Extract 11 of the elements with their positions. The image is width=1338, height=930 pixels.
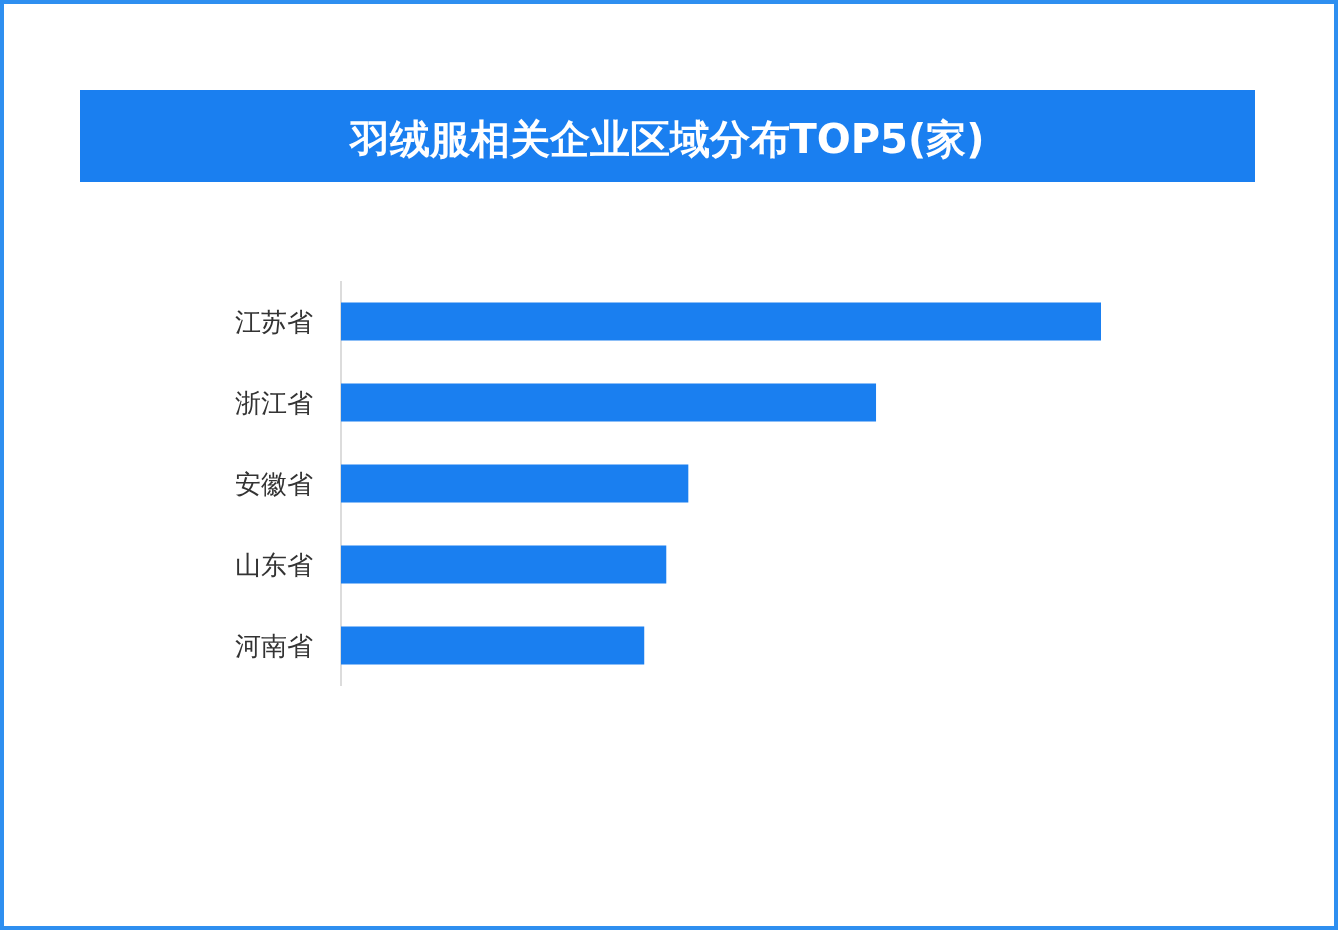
y-tick-label: 安徽省	[235, 468, 313, 499]
bar	[341, 302, 1101, 341]
y-tick-label: 山东省	[235, 549, 313, 580]
bar	[341, 383, 877, 422]
bar	[341, 545, 667, 584]
bar	[341, 626, 645, 665]
y-tick-label: 浙江省	[235, 387, 313, 418]
chart-title: 羽绒服相关企业区域分布TOP5(家)	[347, 116, 985, 162]
y-tick-label: 河南省	[235, 630, 313, 661]
y-tick-label: 江苏省	[235, 306, 313, 337]
bar	[341, 464, 689, 503]
